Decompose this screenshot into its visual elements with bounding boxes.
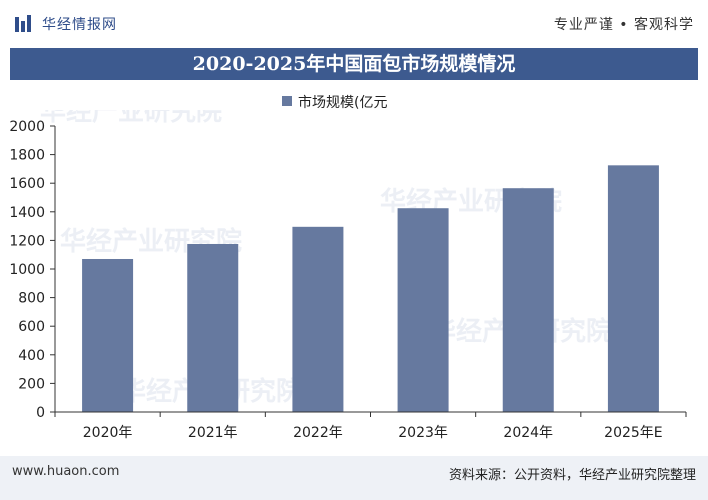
y-tick-label: 1800 — [9, 148, 45, 164]
x-tick-label: 2023年 — [398, 425, 448, 441]
brand-name: 华经情报网 — [42, 17, 117, 33]
y-tick-label: 1400 — [9, 205, 45, 221]
y-tick-label: 2000 — [9, 119, 45, 135]
y-tick-label: 400 — [18, 348, 45, 364]
bar — [397, 208, 449, 412]
bar — [502, 188, 554, 412]
x-tick-label: 2021年 — [188, 425, 238, 441]
header: 华经情报网 专业严谨 • 客观科学 — [0, 0, 708, 46]
y-tick-label: 0 — [36, 405, 45, 421]
watermark-text: 华经产业研究院 — [40, 110, 222, 127]
x-tick-label: 2024年 — [503, 425, 553, 441]
x-tick-label: 2025年E — [604, 425, 662, 441]
y-tick-label: 1000 — [9, 262, 45, 278]
y-tick-label: 200 — [18, 376, 45, 392]
legend-label: 市场规模(亿元 — [298, 95, 388, 111]
y-axis: 0 200 400 600 800 1000 1200 1400 1600 1800 2000 — [9, 119, 56, 421]
x-tick-label: 2022年 — [293, 425, 343, 441]
legend-swatch — [282, 96, 292, 106]
title-bar: 2020-2025年中国面包市场规模情况 — [10, 48, 698, 80]
bar — [187, 243, 239, 412]
slogan: 专业严谨 • 客观科学 — [553, 17, 694, 33]
logo-icon — [15, 15, 31, 32]
bar — [607, 165, 659, 412]
website-link[interactable]: www.huaon.com — [12, 464, 120, 479]
source-note: 资料来源：公开资料，华经产业研究院整理 — [448, 468, 696, 483]
x-tick-label: 2020年 — [83, 425, 133, 441]
bar — [82, 258, 134, 412]
bar-chart: 华经产业研究院华经产业研究院华经产业研究院华经产业研究院华经产业研究院 0200… — [9, 110, 687, 441]
y-tick-label: 800 — [18, 291, 45, 307]
x-axis: 2020年 2021年 2022年 2023年 2024年 2025年E — [54, 411, 687, 441]
y-tick-label: 1600 — [9, 176, 45, 192]
footer: www.huaon.com 资料来源：公开资料，华经产业研究院整理 — [0, 456, 708, 500]
bars — [82, 165, 659, 412]
bar — [292, 226, 344, 412]
y-tick-label: 1200 — [9, 233, 45, 249]
chart-title: 2020-2025年中国面包市场规模情况 — [192, 53, 516, 75]
y-tick-label: 600 — [18, 319, 45, 335]
